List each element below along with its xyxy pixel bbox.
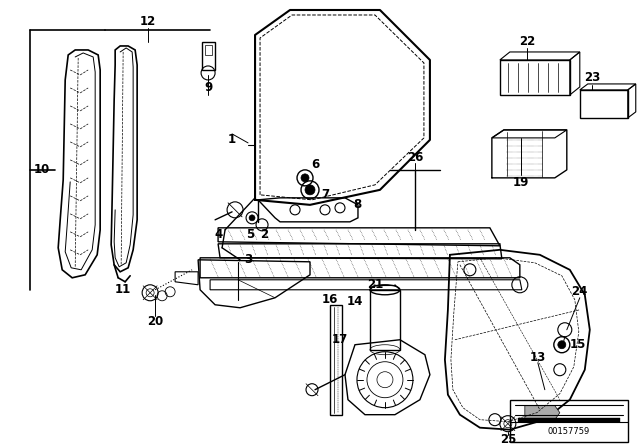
Text: 22: 22	[518, 35, 535, 48]
Text: 13: 13	[530, 351, 546, 364]
Text: 11: 11	[115, 283, 131, 296]
Text: 5: 5	[246, 228, 254, 241]
Text: 26: 26	[407, 151, 423, 164]
Text: 23: 23	[584, 71, 600, 84]
Text: 9: 9	[204, 82, 212, 95]
Text: 12: 12	[140, 16, 156, 29]
Text: 8: 8	[353, 198, 361, 211]
Text: 1: 1	[228, 134, 236, 146]
Text: 14: 14	[347, 295, 363, 308]
Circle shape	[305, 185, 315, 195]
Text: 10: 10	[34, 164, 51, 177]
Text: 00157759: 00157759	[548, 427, 590, 436]
Circle shape	[301, 174, 309, 182]
Text: 16: 16	[322, 293, 338, 306]
Text: 2: 2	[260, 228, 268, 241]
Text: 7: 7	[321, 188, 329, 201]
Text: 4: 4	[214, 228, 222, 241]
Circle shape	[558, 341, 566, 349]
Text: 19: 19	[513, 177, 529, 190]
Polygon shape	[525, 406, 560, 420]
Text: 21: 21	[367, 278, 383, 291]
Text: 17: 17	[332, 333, 348, 346]
Circle shape	[249, 215, 255, 221]
Text: 24: 24	[572, 285, 588, 298]
Polygon shape	[518, 418, 620, 422]
Text: 25: 25	[500, 433, 516, 446]
Text: 3: 3	[244, 253, 252, 266]
Text: 15: 15	[570, 338, 586, 351]
Text: 6: 6	[311, 159, 319, 172]
Text: 20: 20	[147, 315, 163, 328]
